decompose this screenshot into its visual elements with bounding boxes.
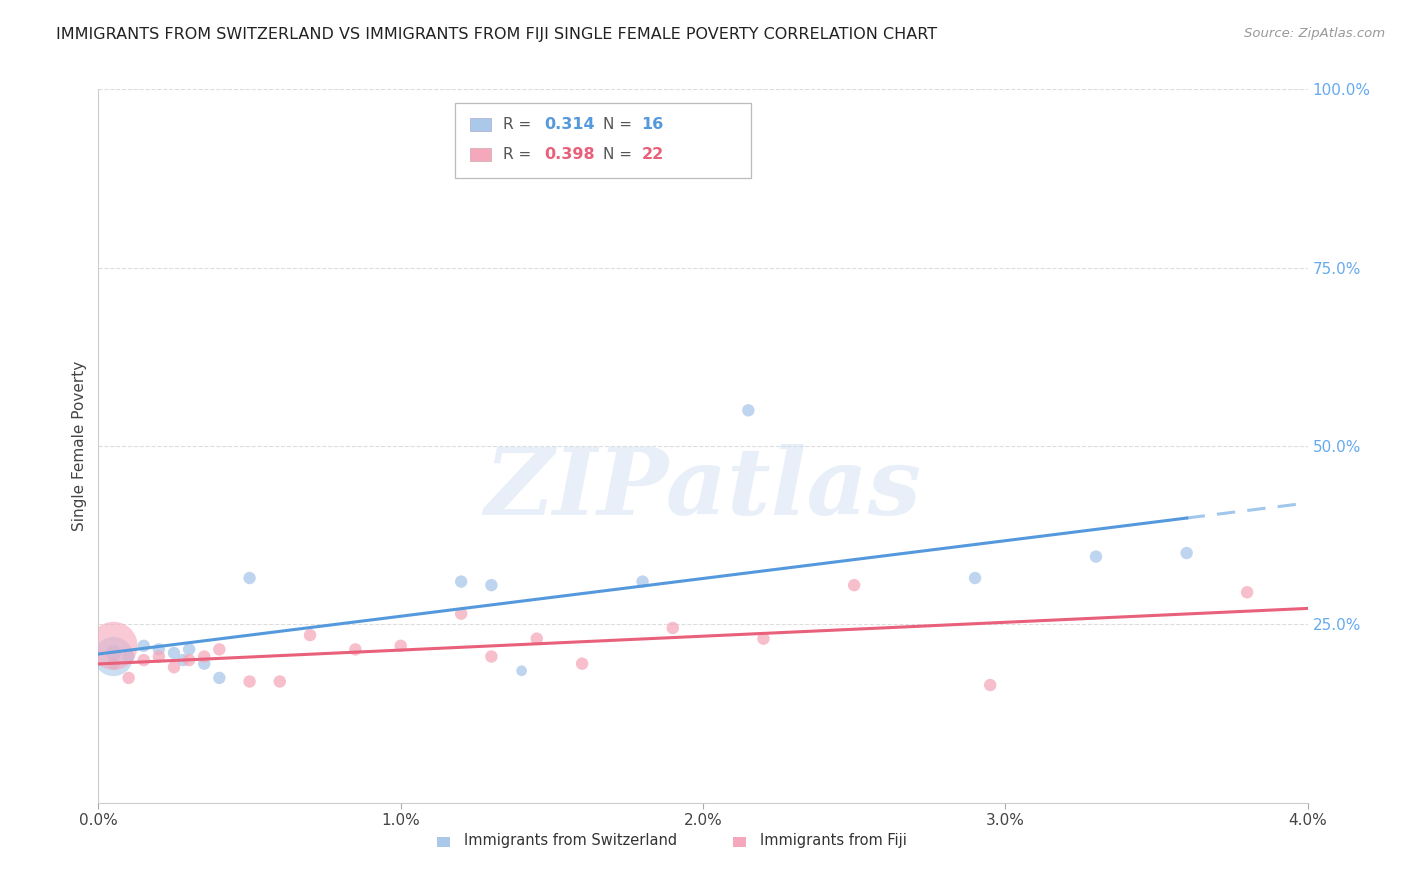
Point (208, 671, 231, 685)
Point (239, 571, 262, 585)
Point (299, 628, 322, 642)
Point (450, 574, 472, 589)
Point (193, 649, 215, 664)
Point (163, 660, 186, 674)
FancyBboxPatch shape (470, 148, 492, 161)
Point (737, 403, 759, 417)
Text: Source: ZipAtlas.com: Source: ZipAtlas.com (1244, 27, 1385, 40)
Point (132, 639, 155, 653)
Text: IMMIGRANTS FROM SWITZERLAND VS IMMIGRANTS FROM FIJI SINGLE FEMALE POVERTY CORREL: IMMIGRANTS FROM SWITZERLAND VS IMMIGRANT… (56, 27, 938, 42)
FancyBboxPatch shape (470, 119, 492, 131)
Point (965, 571, 987, 585)
Point (118, 671, 141, 685)
Point (118, 649, 141, 664)
Point (510, 664, 533, 678)
Point (571, 657, 593, 671)
Text: 0.314: 0.314 (544, 118, 595, 132)
Point (193, 657, 215, 671)
Point (481, 649, 503, 664)
Text: N =: N = (603, 118, 637, 132)
FancyBboxPatch shape (456, 103, 751, 178)
Point (450, 607, 472, 621)
Point (1236, 585, 1258, 599)
Point (1085, 549, 1108, 564)
Point (631, 574, 654, 589)
Text: Immigrants from Fiji: Immigrants from Fiji (759, 833, 907, 848)
Text: 16: 16 (641, 118, 664, 132)
Point (163, 646, 186, 660)
Point (389, 639, 412, 653)
Point (269, 674, 291, 689)
Point (344, 642, 367, 657)
Point (239, 674, 262, 689)
Text: ZIPatlas: ZIPatlas (485, 444, 921, 533)
Text: 22: 22 (641, 147, 664, 162)
Point (132, 653, 155, 667)
Point (103, 646, 125, 660)
Point (103, 649, 125, 664)
FancyBboxPatch shape (437, 838, 450, 847)
Point (103, 657, 125, 671)
Point (752, 632, 775, 646)
Y-axis label: Single Female Poverty: Single Female Poverty (72, 361, 87, 531)
Point (979, 678, 1001, 692)
FancyBboxPatch shape (734, 838, 745, 847)
Point (103, 639, 125, 653)
Point (179, 653, 201, 667)
Point (526, 632, 548, 646)
Point (148, 642, 170, 657)
Text: R =: R = (503, 118, 537, 132)
Point (661, 621, 683, 635)
Point (179, 642, 201, 657)
Point (481, 578, 503, 592)
Point (172, 653, 194, 667)
Point (208, 642, 231, 657)
Text: 0.398: 0.398 (544, 147, 595, 162)
Text: R =: R = (503, 147, 537, 162)
Text: Immigrants from Switzerland: Immigrants from Switzerland (464, 833, 676, 848)
Point (844, 578, 866, 592)
Point (1175, 546, 1198, 560)
Point (148, 649, 170, 664)
Text: N =: N = (603, 147, 637, 162)
